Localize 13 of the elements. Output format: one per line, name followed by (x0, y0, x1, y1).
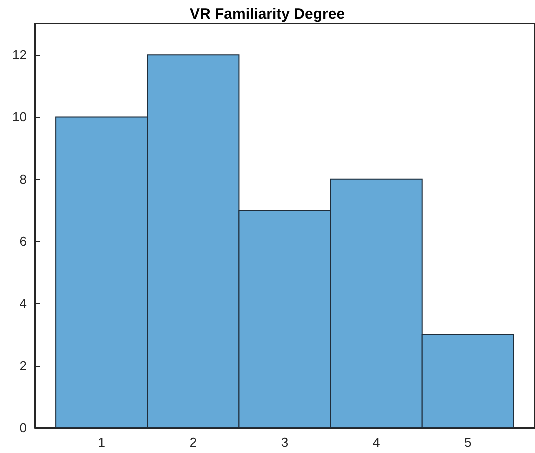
x-tick-label: 4 (372, 435, 380, 450)
y-tick-label: 12 (12, 48, 27, 63)
y-tick-label: 2 (20, 358, 27, 374)
x-tick-label: 1 (98, 435, 106, 450)
y-tick-label: 6 (20, 234, 27, 250)
y-tick-label: 4 (20, 296, 27, 312)
y-tick-label: 8 (20, 172, 27, 187)
chart-title: VR Familiarity Degree (190, 6, 346, 23)
y-tick-label: 10 (12, 110, 27, 125)
y-tick-label: 0 (20, 420, 27, 436)
x-tick-label: 2 (190, 435, 198, 450)
x-tick-label: 3 (281, 435, 289, 450)
x-tick-label: 5 (464, 435, 472, 450)
